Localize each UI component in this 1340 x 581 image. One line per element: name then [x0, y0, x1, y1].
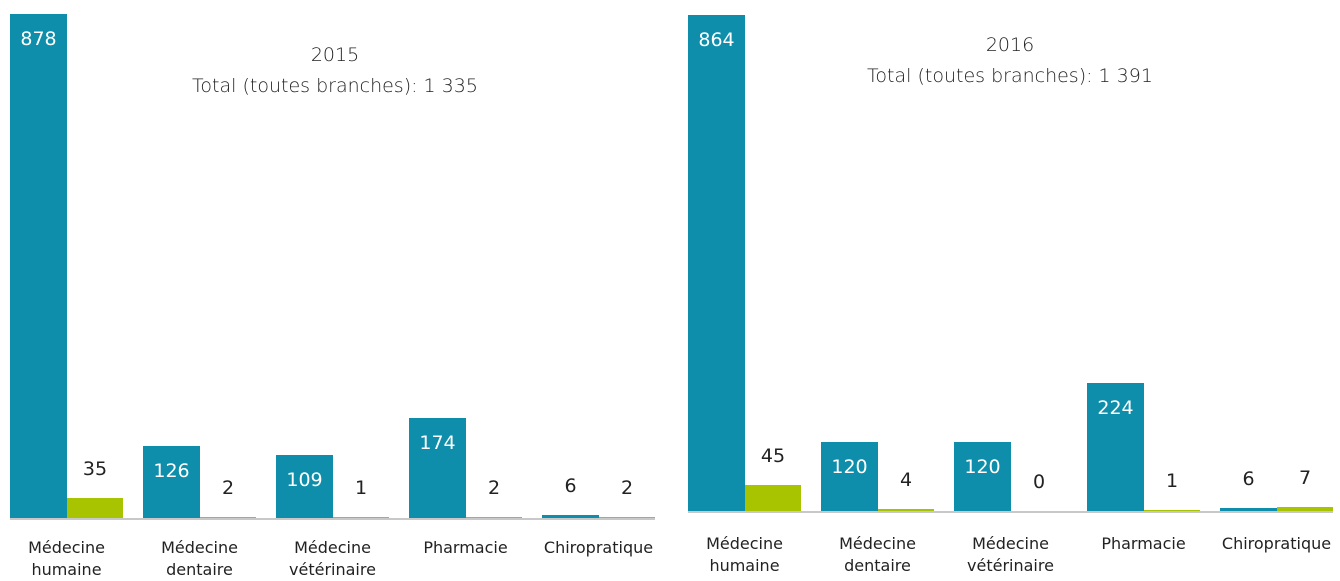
x-tick-label: Chiropratique — [1212, 533, 1340, 555]
bar — [878, 509, 935, 511]
value-label: 4 — [878, 469, 935, 491]
value-label: 109 — [276, 469, 333, 491]
value-label: 2 — [599, 477, 656, 499]
baseline — [688, 511, 1333, 513]
x-tick-label: Pharmacie — [1079, 533, 1209, 555]
x-tick-label: Médecine vétérinaire — [268, 537, 398, 581]
chart-subtitle: Total (toutes branches): 1 391 — [810, 65, 1210, 87]
bar — [67, 498, 124, 518]
value-label: 6 — [1220, 468, 1277, 490]
value-label: 7 — [1277, 467, 1334, 489]
value-label: 35 — [67, 458, 124, 480]
bar — [542, 515, 599, 518]
value-label: 2 — [200, 477, 257, 499]
value-label: 224 — [1087, 397, 1144, 419]
value-label: 864 — [688, 29, 745, 51]
bar — [143, 446, 200, 518]
bar — [1144, 510, 1201, 511]
bar — [333, 517, 390, 518]
value-label: 126 — [143, 460, 200, 482]
value-label: 6 — [542, 475, 599, 497]
value-label: 1 — [1144, 470, 1201, 492]
x-tick-label: Médecine dentaire — [813, 533, 943, 577]
x-tick-label: Médecine vétérinaire — [946, 533, 1076, 577]
value-label: 174 — [409, 432, 466, 454]
x-tick-label: Pharmacie — [401, 537, 531, 559]
bar — [466, 517, 523, 518]
value-label: 0 — [1011, 471, 1068, 493]
value-label: 878 — [10, 28, 67, 50]
bar — [10, 14, 67, 518]
x-tick-label: Médecine dentaire — [135, 537, 265, 581]
value-label: 120 — [954, 456, 1011, 478]
value-label: 2 — [466, 477, 523, 499]
chart-title: 2016 — [810, 34, 1210, 56]
chart-subtitle: Total (toutes branches): 1 335 — [135, 75, 535, 97]
bar — [200, 517, 257, 518]
baseline — [10, 518, 655, 520]
value-label: 45 — [745, 445, 802, 467]
value-label: 120 — [821, 456, 878, 478]
bar — [745, 485, 802, 511]
x-tick-label: Médecine humaine — [2, 537, 132, 581]
bar — [1277, 507, 1334, 511]
value-label: 1 — [333, 477, 390, 499]
bar — [688, 15, 745, 511]
chart-title: 2015 — [135, 44, 535, 66]
x-tick-label: Chiropratique — [534, 537, 664, 559]
bar — [1220, 508, 1277, 511]
x-tick-label: Médecine humaine — [680, 533, 810, 577]
bar — [599, 517, 656, 518]
